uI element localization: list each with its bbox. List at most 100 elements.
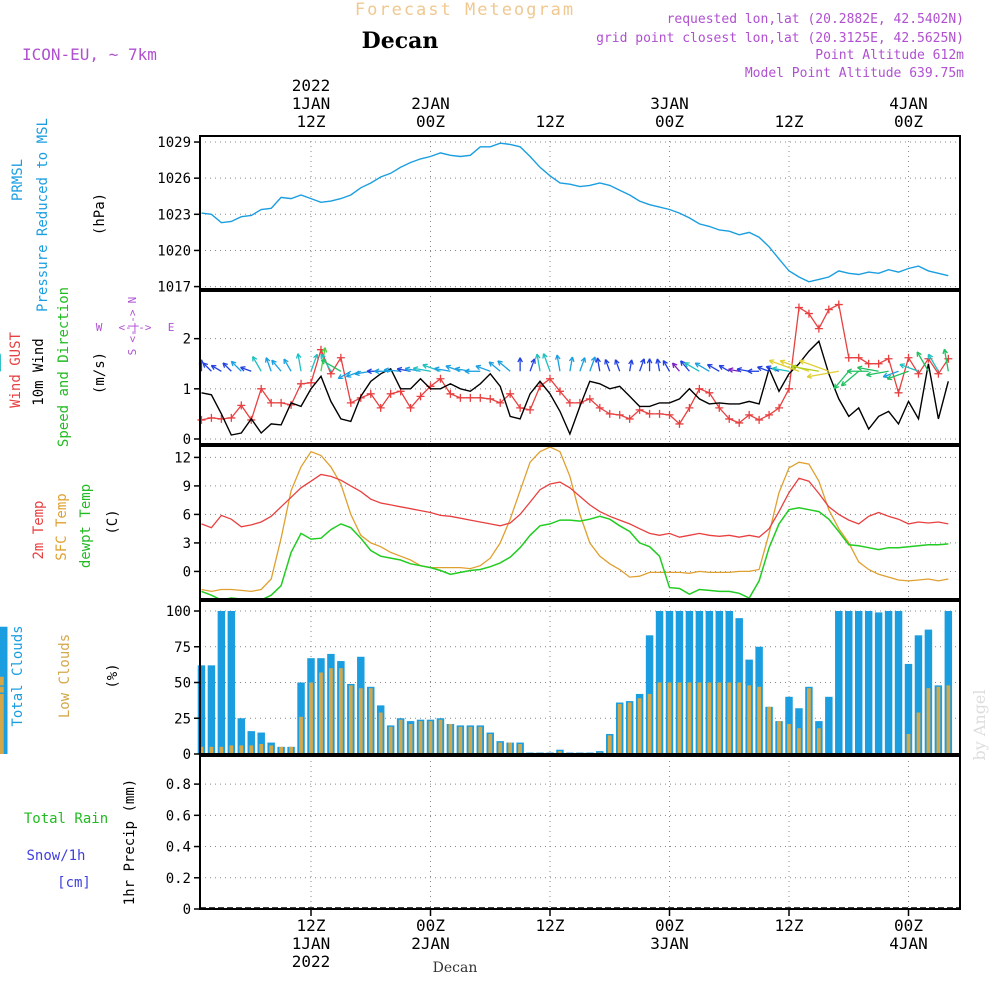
total-cloud-bar	[864, 611, 873, 754]
total-cloud-bar	[207, 665, 216, 754]
gust-marker	[794, 303, 803, 312]
time-label-bottom: 00Z	[894, 916, 923, 935]
wind-direction-arrow	[672, 362, 680, 372]
time-label-bottom: 1JAN	[292, 934, 331, 953]
low-cloud-bar	[199, 746, 204, 754]
total-cloud-bar	[835, 611, 843, 754]
gust-marker	[406, 403, 415, 412]
gust-marker	[834, 300, 843, 309]
wind-unit: (m/s)	[92, 352, 108, 394]
time-label-bottom: 2JAN	[411, 934, 450, 953]
gust-marker	[635, 405, 644, 414]
wind-direction-arrow	[799, 359, 830, 372]
wind-arrow-head	[768, 359, 775, 365]
time-label-top: 4JAN	[889, 94, 928, 113]
time-label-top: 2022	[292, 76, 331, 95]
wind-direction-arrow	[943, 349, 949, 372]
wind-arrow-head	[718, 364, 725, 371]
low-cloud-bar	[667, 682, 672, 754]
wind-arrow-head	[454, 366, 461, 373]
dewpt-line	[201, 507, 949, 602]
wind-arrow-head	[337, 373, 344, 380]
pressure-label-prmsl: PRMSL	[10, 159, 26, 201]
temp-ytick-label: 9	[183, 479, 191, 495]
gust-marker	[376, 403, 385, 412]
wind-direction-arrow	[265, 357, 272, 372]
wind-arrow-head	[404, 366, 411, 373]
temp-unit: (C)	[105, 509, 121, 534]
point-altitude: Point Altitude 612m	[815, 48, 964, 63]
wind-arrow-head	[942, 348, 948, 355]
low-cloud-bar	[737, 682, 742, 754]
gust-marker	[307, 378, 315, 387]
total-cloud-bar	[655, 611, 664, 754]
low-cloud-bar	[289, 746, 293, 754]
low-cloud-bar	[757, 686, 761, 754]
time-label-top: 00Z	[416, 112, 445, 131]
wind-direction-arrow	[488, 361, 501, 372]
total-cloud-bar	[854, 611, 863, 754]
total-cloud-bar	[845, 611, 853, 754]
wind-arrow-head	[706, 363, 713, 370]
gust-marker	[207, 413, 216, 422]
wind-ytick-label: 0	[183, 432, 191, 448]
wind-arrow-head	[320, 359, 327, 365]
gust-marker	[645, 409, 654, 418]
gust-marker	[466, 393, 475, 402]
gust-marker	[526, 405, 535, 414]
wind-arrow-head	[736, 367, 743, 373]
wind-direction-arrow	[769, 359, 800, 372]
gust-marker	[555, 387, 564, 396]
wind-direction-arrow	[807, 370, 839, 378]
low-cloud-bar	[329, 668, 333, 754]
wind-direction-arrow	[413, 367, 431, 372]
wind-arrow-head	[345, 372, 352, 378]
low-cloud-bar	[627, 702, 632, 754]
gust-marker	[675, 419, 684, 428]
gust-marker	[745, 410, 754, 419]
clouds-ytick-label: 50	[174, 676, 191, 692]
gust-marker	[565, 398, 574, 407]
wind-arrow-head	[374, 368, 380, 375]
wind-arrow-head	[671, 362, 678, 369]
wind-direction-arrow	[757, 366, 770, 372]
gust-marker	[546, 374, 554, 383]
sfc-temp-line	[201, 446, 949, 593]
gust-marker	[775, 403, 784, 412]
precip-label-cm: [cm]	[57, 875, 91, 891]
credit-text: by Angel	[970, 689, 989, 760]
pressure-ytick-label: 1020	[157, 243, 191, 259]
precip-ytick-label: 0.8	[166, 777, 191, 793]
wind-arrow-head	[771, 366, 778, 372]
time-label-top: 12Z	[536, 112, 565, 131]
wind-arrow-head	[882, 372, 889, 379]
wind-arrow-head	[694, 362, 701, 368]
wind-arrow-head	[555, 354, 561, 360]
low-cloud-bar	[269, 745, 274, 754]
wind-arrow-head	[899, 363, 905, 369]
total-cloud-bar	[247, 731, 255, 754]
total-cloud-bar	[257, 732, 265, 754]
time-label-top: 12Z	[775, 112, 804, 131]
wind-arrow-head	[445, 364, 451, 371]
gust-marker	[735, 418, 744, 427]
precip-ytick-label: 0.4	[166, 840, 191, 856]
gust-marker	[416, 392, 425, 401]
wind-arrow-head	[252, 355, 258, 362]
clouds-frame	[199, 600, 961, 755]
gust-marker	[585, 394, 594, 403]
wind-direction-arrow	[405, 367, 421, 372]
wind-arrow-head	[354, 370, 360, 377]
low-cloud-bar	[936, 686, 941, 754]
wind-arrow-head	[580, 357, 587, 363]
low-cloud-bar	[438, 719, 443, 754]
low-cloud-bar	[299, 716, 303, 754]
wind-label-gust: Wind GUST	[8, 332, 24, 408]
low-cloud-bar	[388, 726, 393, 754]
wind-arrow-head	[846, 368, 852, 375]
cloud-label-low: Low Clouds	[57, 634, 73, 718]
low-cloud-bar	[209, 746, 214, 754]
wind-arrow-head	[614, 359, 620, 365]
wind-arrow-head	[534, 353, 541, 360]
wind-arrow-head	[655, 358, 661, 364]
